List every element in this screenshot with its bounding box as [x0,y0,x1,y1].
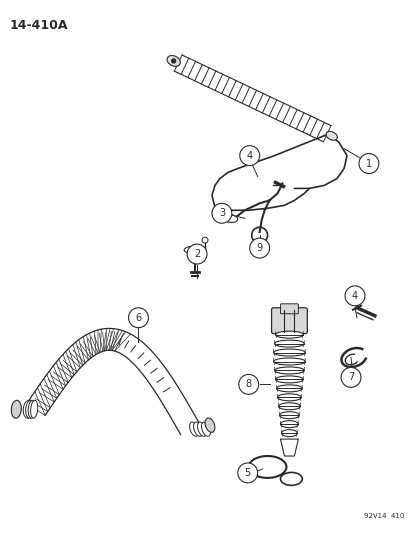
Ellipse shape [280,472,301,486]
Text: 4: 4 [246,151,252,160]
Text: 8: 8 [245,379,251,390]
FancyBboxPatch shape [272,332,306,433]
Text: 6: 6 [135,313,141,323]
Text: 1: 1 [365,158,371,168]
Ellipse shape [167,55,180,66]
Ellipse shape [248,456,286,478]
Polygon shape [27,328,199,434]
Ellipse shape [184,246,206,254]
Ellipse shape [273,358,305,365]
Polygon shape [280,439,298,456]
Circle shape [237,463,257,483]
Ellipse shape [189,422,198,437]
Text: 2: 2 [193,249,200,259]
Circle shape [211,203,231,223]
FancyBboxPatch shape [280,304,298,314]
Ellipse shape [274,340,304,347]
Circle shape [358,154,378,173]
Ellipse shape [204,418,214,432]
Text: 4: 4 [351,291,357,301]
Polygon shape [174,55,330,142]
Ellipse shape [28,400,36,418]
Ellipse shape [23,400,33,418]
Ellipse shape [275,376,303,383]
Ellipse shape [276,385,301,392]
FancyBboxPatch shape [271,308,306,334]
Ellipse shape [279,411,299,419]
Circle shape [340,367,360,387]
Text: 3: 3 [218,208,224,219]
Circle shape [249,238,269,258]
Ellipse shape [221,214,237,222]
Ellipse shape [201,422,210,437]
Circle shape [171,59,175,63]
Ellipse shape [280,421,298,427]
Ellipse shape [26,400,35,418]
Ellipse shape [273,349,305,356]
Text: 5: 5 [244,468,250,478]
Circle shape [239,146,259,166]
Circle shape [128,308,148,328]
Circle shape [238,375,258,394]
Ellipse shape [275,331,303,338]
Text: 7: 7 [347,373,353,382]
Ellipse shape [277,394,301,401]
Text: 92V14  410: 92V14 410 [363,513,404,519]
Ellipse shape [11,400,21,418]
Ellipse shape [31,400,38,418]
Ellipse shape [197,422,206,437]
Text: 9: 9 [256,243,262,253]
Ellipse shape [193,422,202,437]
Ellipse shape [278,403,300,410]
Circle shape [202,237,207,243]
Ellipse shape [274,367,304,374]
Ellipse shape [281,430,297,437]
Circle shape [187,244,206,264]
Circle shape [344,286,364,306]
Ellipse shape [325,132,337,140]
Text: 14-410A: 14-410A [9,19,68,33]
